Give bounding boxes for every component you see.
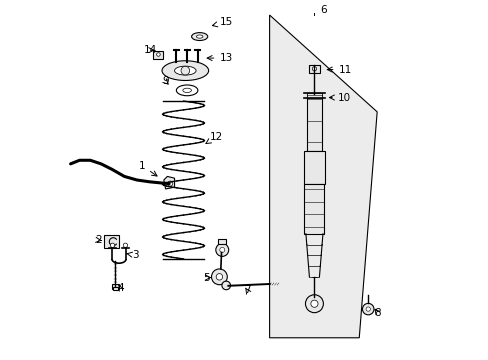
Ellipse shape — [174, 66, 196, 75]
Bar — [303, 151, 325, 184]
Circle shape — [312, 67, 316, 71]
Polygon shape — [269, 15, 376, 338]
Text: 1: 1 — [139, 161, 157, 176]
Text: 10: 10 — [329, 93, 350, 103]
Text: 13: 13 — [207, 53, 232, 63]
FancyBboxPatch shape — [113, 287, 117, 290]
Bar — [306, 93, 321, 98]
Ellipse shape — [191, 33, 207, 41]
FancyBboxPatch shape — [112, 284, 119, 289]
Text: 11: 11 — [326, 64, 351, 75]
Circle shape — [181, 66, 189, 75]
Text: 4: 4 — [117, 283, 123, 293]
Circle shape — [219, 247, 224, 252]
Text: 15: 15 — [212, 17, 232, 27]
Circle shape — [222, 281, 230, 290]
Text: 2: 2 — [95, 235, 102, 245]
FancyBboxPatch shape — [218, 239, 226, 244]
Circle shape — [110, 243, 115, 247]
Circle shape — [366, 307, 369, 311]
FancyBboxPatch shape — [104, 235, 119, 248]
Bar — [306, 94, 322, 151]
Circle shape — [156, 53, 160, 56]
Circle shape — [216, 274, 222, 280]
Circle shape — [167, 181, 172, 186]
Text: 14: 14 — [143, 45, 156, 55]
Ellipse shape — [162, 61, 208, 81]
Text: 8: 8 — [373, 308, 380, 318]
Polygon shape — [163, 176, 174, 189]
Text: 12: 12 — [205, 132, 222, 144]
Text: 7: 7 — [244, 285, 250, 296]
Circle shape — [211, 269, 227, 285]
Circle shape — [215, 243, 228, 256]
Circle shape — [123, 243, 127, 247]
Text: 5: 5 — [203, 273, 210, 283]
Circle shape — [310, 300, 317, 307]
FancyBboxPatch shape — [153, 51, 163, 59]
FancyBboxPatch shape — [308, 65, 319, 73]
Bar — [304, 184, 324, 234]
Ellipse shape — [196, 35, 203, 38]
Text: 6: 6 — [319, 5, 326, 15]
Text: 9: 9 — [162, 76, 168, 86]
Text: 3: 3 — [126, 250, 139, 260]
Circle shape — [305, 295, 323, 313]
Circle shape — [362, 303, 373, 315]
